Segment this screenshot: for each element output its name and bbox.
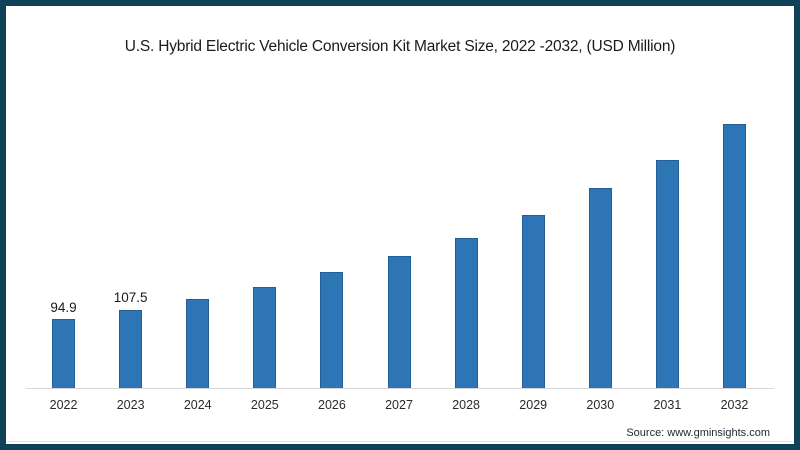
bar-column-2032: 2032	[701, 94, 768, 412]
x-axis-line	[26, 388, 774, 389]
bar	[521, 214, 545, 389]
x-axis-tick-label: 2027	[385, 398, 413, 412]
bar-column-2023: 107.5 2023	[97, 94, 164, 412]
x-axis-tick-label: 2028	[452, 398, 481, 412]
bar-value-label: 94.9	[50, 299, 77, 315]
bar	[454, 237, 478, 389]
x-axis-tick-label: 2024	[183, 398, 212, 412]
bar-column-2031: 2031	[634, 94, 701, 412]
bar-column-2029: 2029	[500, 94, 567, 412]
x-axis-tick-label: 2023	[116, 398, 145, 412]
bar-column-2027: 2027	[365, 94, 432, 412]
x-axis-tick-label: 2032	[720, 398, 749, 412]
bar	[320, 272, 344, 389]
bar	[387, 255, 411, 389]
bar	[588, 188, 612, 389]
bar	[119, 309, 143, 389]
x-axis-tick-label: 2022	[49, 398, 78, 412]
bar	[186, 299, 210, 389]
x-axis-tick-label: 2031	[653, 398, 682, 412]
bar-column-2024: 2024	[164, 94, 231, 412]
bar	[253, 287, 277, 389]
bar-column-2022: 94.9 2022	[30, 94, 97, 412]
bar-column-2028: 2028	[433, 94, 500, 412]
footer-divider	[6, 441, 794, 442]
chart-title: U.S. Hybrid Electric Vehicle Conversion …	[124, 38, 676, 55]
bar	[655, 160, 679, 389]
plot-area: 94.9 2022 107.5 2023 2024 2025 2026 2027 2028 202…	[26, 94, 774, 412]
x-axis-tick-label: 2029	[519, 398, 548, 412]
bar-column-2026: 2026	[298, 94, 365, 412]
bar-column-2030: 2030	[567, 94, 634, 412]
x-axis-tick-label: 2026	[318, 398, 346, 412]
bar-column-2025: 2025	[231, 94, 298, 412]
bars-container: 94.9 2022 107.5 2023 2024 2025 2026 2027 2028 202…	[30, 94, 768, 412]
source-credit: Source: www.gminsights.com	[626, 427, 770, 439]
bar	[52, 319, 76, 389]
bar	[722, 123, 746, 389]
x-axis-tick-label: 2030	[586, 398, 615, 412]
bar-value-label: 107.5	[113, 290, 148, 306]
x-axis-tick-label: 2025	[250, 398, 279, 412]
